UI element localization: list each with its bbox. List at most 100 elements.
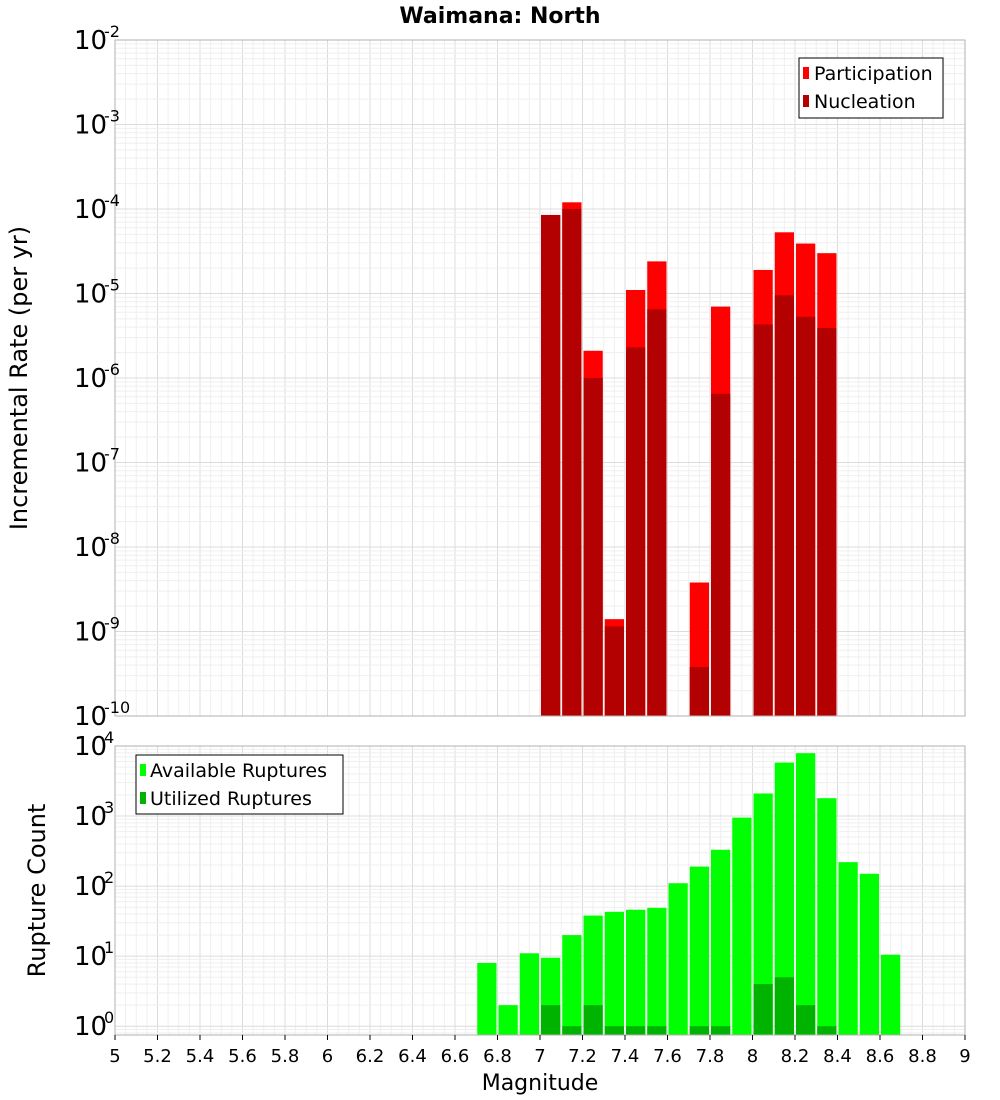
bar-nucleation bbox=[817, 328, 837, 716]
y-tick-exponent: 3 bbox=[104, 798, 114, 817]
y-tick-label: 10 bbox=[74, 26, 107, 56]
y-tick-label: 10 bbox=[74, 111, 107, 141]
y-tick-exponent: -4 bbox=[104, 191, 120, 210]
bar-utilized-ruptures bbox=[774, 977, 794, 1035]
y-tick-exponent: -7 bbox=[104, 445, 120, 464]
bar-utilized-ruptures bbox=[583, 1005, 603, 1035]
bar-utilized-ruptures bbox=[541, 1005, 561, 1035]
x-tick-label: 8.6 bbox=[866, 1046, 895, 1067]
bar-available-ruptures bbox=[583, 915, 603, 1035]
bar-available-ruptures bbox=[838, 862, 858, 1035]
bar-available-ruptures bbox=[647, 907, 667, 1035]
y-tick-exponent: -8 bbox=[104, 529, 120, 548]
x-tick-label: 8 bbox=[747, 1046, 758, 1067]
y-tick-label: 10 bbox=[74, 802, 107, 832]
y-tick-exponent: 2 bbox=[104, 868, 114, 887]
x-tick-label: 7.2 bbox=[568, 1046, 597, 1067]
bar-nucleation bbox=[753, 324, 773, 716]
y-tick-label: 10 bbox=[74, 449, 107, 479]
y-tick-label: 10 bbox=[74, 1012, 107, 1042]
x-axis-label: Magnitude bbox=[482, 1071, 599, 1096]
bar-utilized-ruptures bbox=[562, 1026, 582, 1035]
y-axis-label-count: Rupture Count bbox=[23, 804, 51, 978]
series-nucleation bbox=[541, 209, 837, 716]
x-tick-label: 6.4 bbox=[398, 1046, 427, 1067]
bar-available-ruptures bbox=[711, 849, 731, 1035]
x-tick-label: 5.4 bbox=[186, 1046, 215, 1067]
legend-box bbox=[798, 57, 944, 119]
x-tick-label: 9 bbox=[959, 1046, 970, 1067]
bar-utilized-ruptures bbox=[626, 1026, 646, 1035]
y-tick-exponent: -5 bbox=[104, 276, 120, 295]
y-tick-label: 10 bbox=[74, 533, 107, 563]
bar-available-ruptures bbox=[604, 911, 624, 1035]
bar-utilized-ruptures bbox=[711, 1026, 731, 1035]
bar-utilized-ruptures bbox=[753, 984, 773, 1035]
bar-available-ruptures bbox=[859, 873, 879, 1035]
bar-available-ruptures bbox=[477, 962, 497, 1035]
y-tick-exponent: -6 bbox=[104, 360, 120, 379]
legend-swatch bbox=[140, 792, 146, 804]
bar-utilized-ruptures bbox=[647, 1026, 667, 1035]
y-tick-label: 10 bbox=[74, 195, 107, 225]
y-tick-label: 10 bbox=[74, 280, 107, 310]
bar-available-ruptures bbox=[498, 1005, 518, 1035]
legend-swatch bbox=[803, 67, 809, 79]
legend-swatch bbox=[140, 764, 146, 776]
bar-available-ruptures bbox=[796, 753, 816, 1035]
y-tick-label: 10 bbox=[74, 872, 107, 902]
x-tick-label: 5.2 bbox=[143, 1046, 172, 1067]
bar-nucleation bbox=[711, 393, 731, 716]
x-tick-label: 8.2 bbox=[781, 1046, 810, 1067]
x-tick-label: 6.2 bbox=[356, 1046, 385, 1067]
y-tick-exponent: -9 bbox=[104, 614, 120, 633]
x-tick-label: 8.8 bbox=[908, 1046, 937, 1067]
bar-nucleation bbox=[689, 667, 709, 716]
y-tick-exponent: 1 bbox=[104, 938, 114, 957]
bar-nucleation bbox=[774, 295, 794, 716]
legend-label: Available Ruptures bbox=[150, 760, 327, 782]
x-tick-label: 6.6 bbox=[441, 1046, 470, 1067]
bar-available-ruptures bbox=[519, 953, 539, 1035]
legend-swatch bbox=[803, 95, 809, 107]
bar-available-ruptures bbox=[562, 935, 582, 1035]
bar-nucleation bbox=[647, 309, 667, 716]
bar-nucleation bbox=[796, 316, 816, 716]
bar-available-ruptures bbox=[881, 954, 901, 1035]
y-tick-exponent: 0 bbox=[104, 1008, 114, 1027]
bar-utilized-ruptures bbox=[689, 1026, 709, 1035]
y-axis-label-rate: Incremental Rate (per yr) bbox=[5, 226, 33, 530]
x-tick-label: 5 bbox=[109, 1046, 120, 1067]
x-tick-label: 7 bbox=[534, 1046, 545, 1067]
bar-utilized-ruptures bbox=[817, 1026, 837, 1035]
bar-available-ruptures bbox=[668, 883, 688, 1035]
y-tick-exponent: -3 bbox=[104, 107, 120, 126]
y-tick-label: 10 bbox=[74, 618, 107, 648]
rate-plot-frame bbox=[114, 39, 966, 717]
x-tick-label: 8.4 bbox=[823, 1046, 852, 1067]
bar-nucleation bbox=[541, 214, 561, 716]
x-tick-label: 7.6 bbox=[653, 1046, 682, 1067]
y-tick-exponent: -2 bbox=[104, 22, 120, 41]
bar-utilized-ruptures bbox=[604, 1026, 624, 1035]
y-tick-label: 10 bbox=[74, 702, 107, 732]
chart-title: Waimana: North bbox=[399, 4, 600, 29]
x-tick-label: 7.8 bbox=[696, 1046, 725, 1067]
x-tick-label: 5.6 bbox=[228, 1046, 257, 1067]
legend-label: Nucleation bbox=[814, 91, 916, 113]
bar-nucleation bbox=[583, 378, 603, 716]
y-tick-exponent: -10 bbox=[104, 698, 130, 717]
x-tick-label: 7.4 bbox=[611, 1046, 640, 1067]
bar-available-ruptures bbox=[774, 762, 794, 1035]
legend-label: Participation bbox=[814, 63, 933, 85]
legend-count: Available Ruptures Utilized Ruptures bbox=[135, 754, 344, 815]
rate-plot-grid bbox=[114, 40, 966, 717]
bar-available-ruptures bbox=[626, 909, 646, 1035]
y-tick-label: 10 bbox=[74, 732, 107, 762]
bar-available-ruptures bbox=[732, 817, 752, 1035]
legend-box bbox=[135, 754, 344, 815]
bar-available-ruptures bbox=[817, 798, 837, 1035]
x-tick-label: 6 bbox=[322, 1046, 333, 1067]
bar-available-ruptures bbox=[753, 793, 773, 1035]
